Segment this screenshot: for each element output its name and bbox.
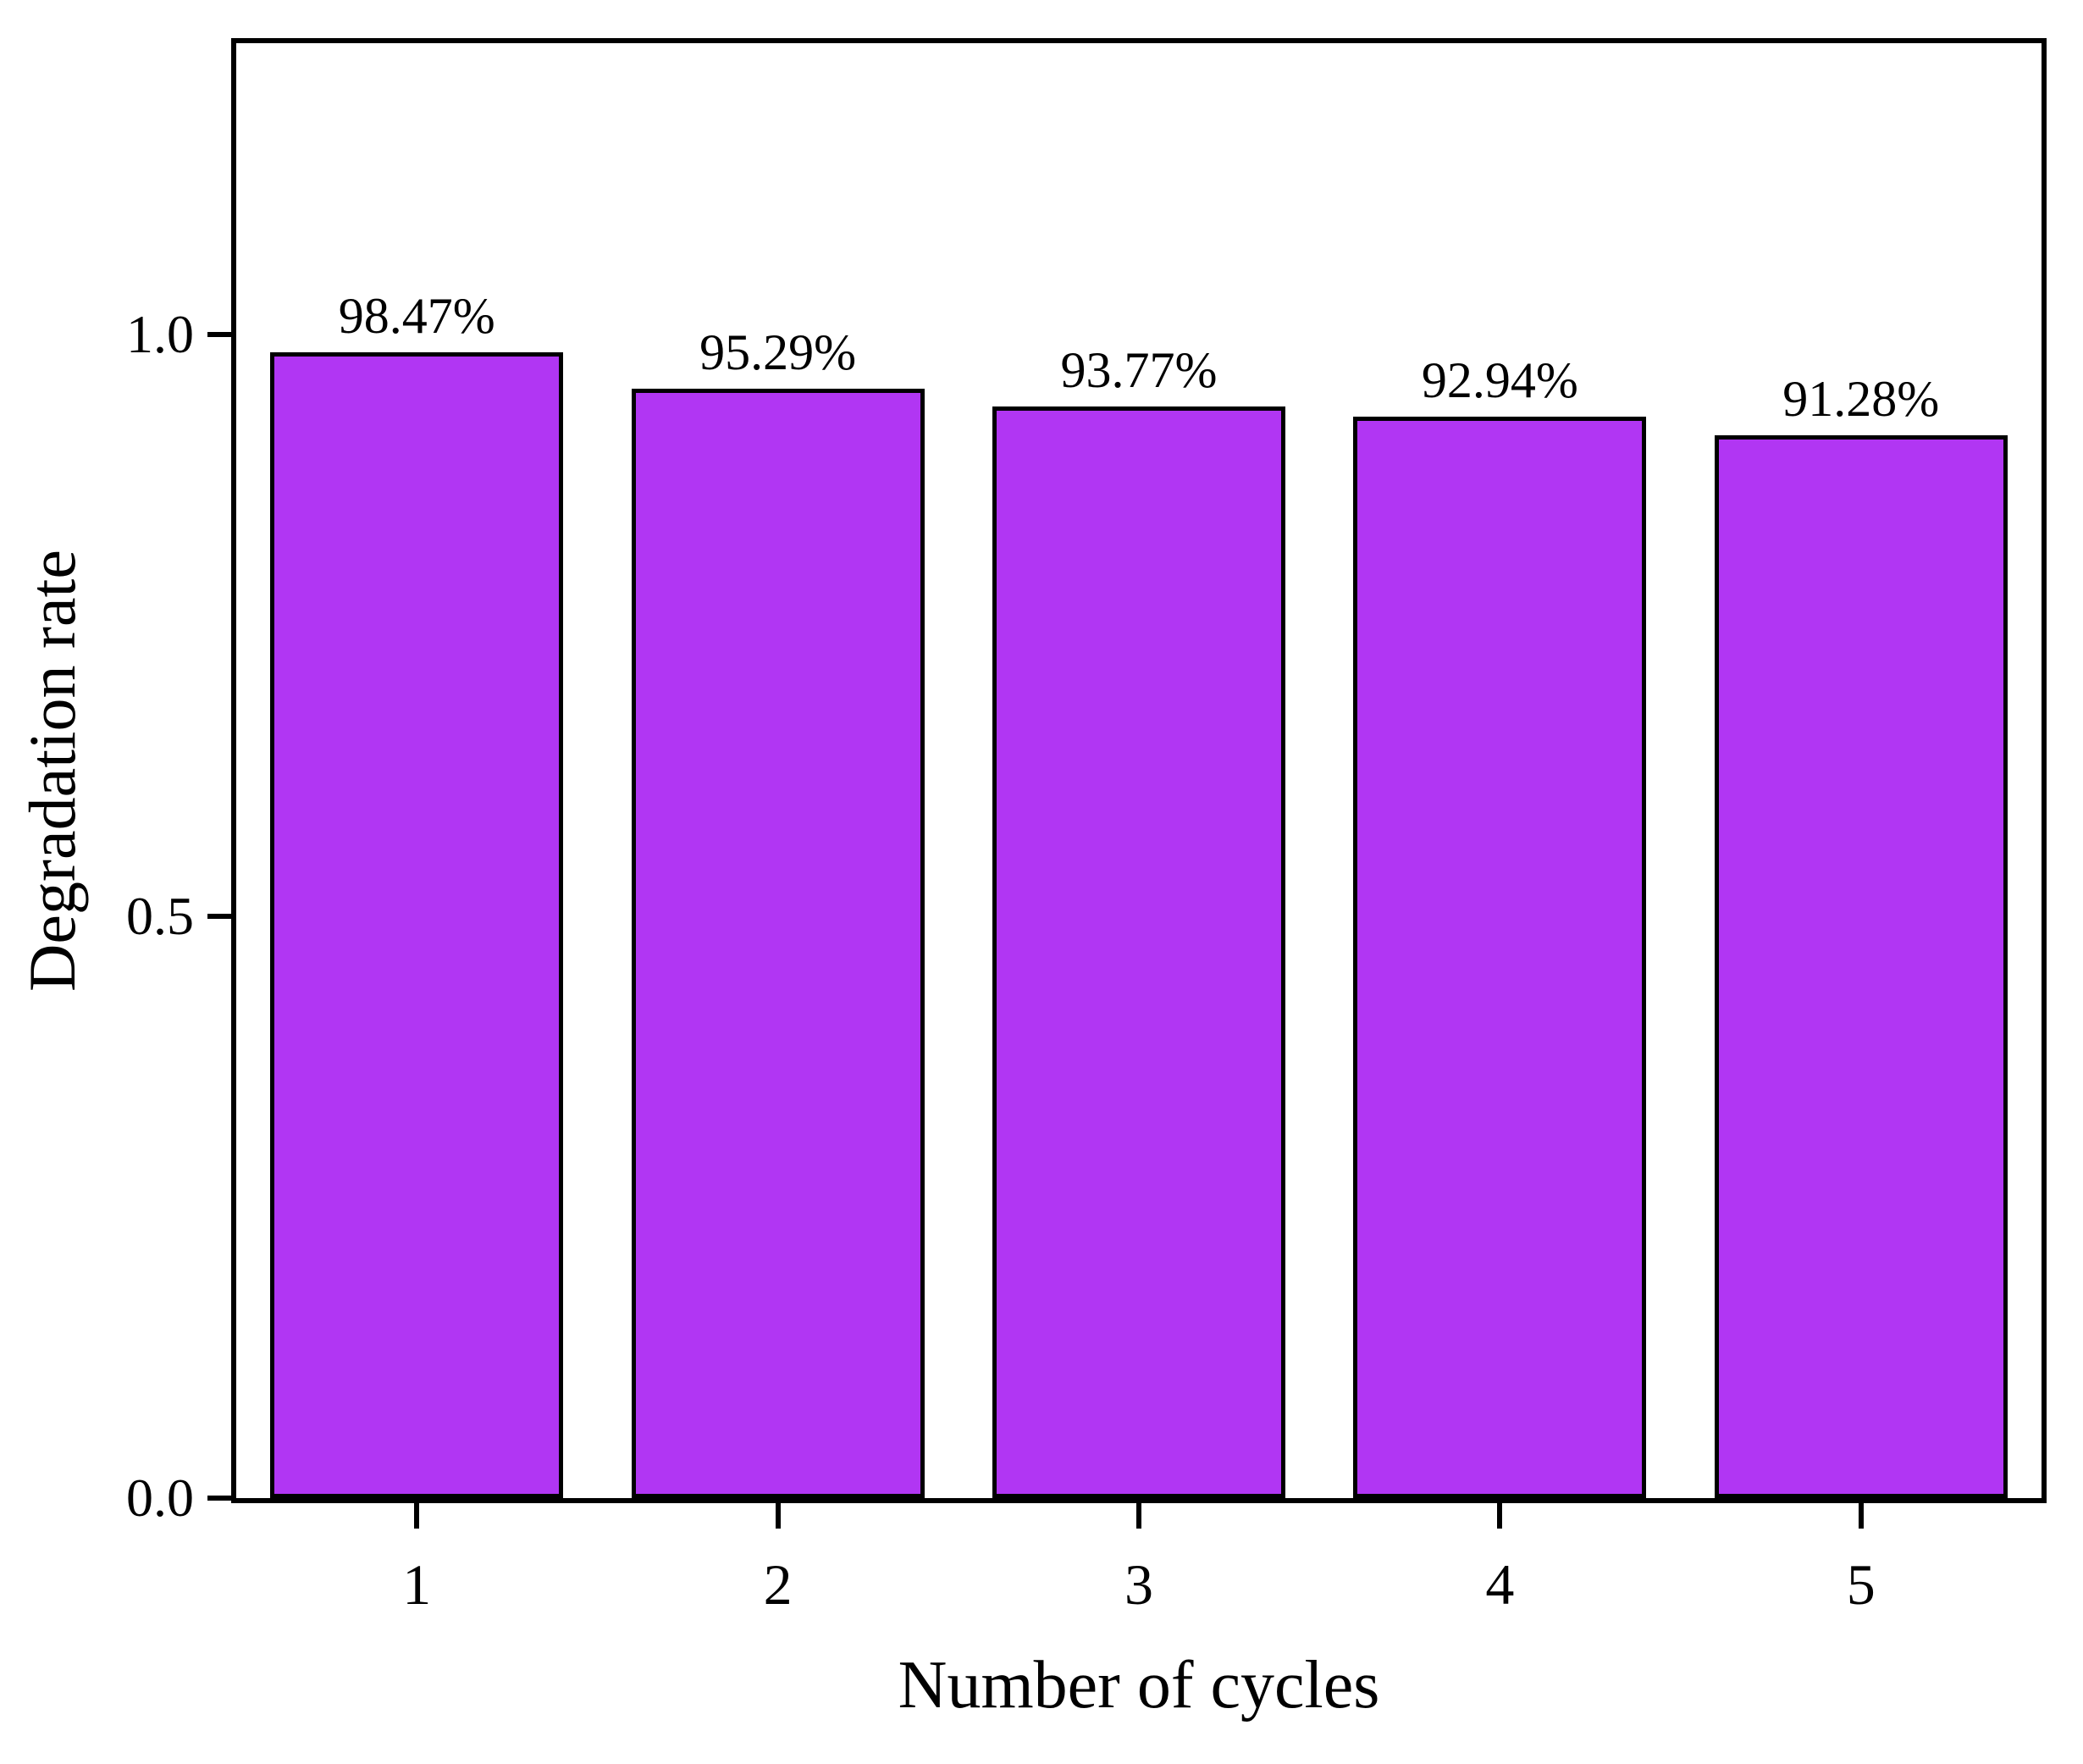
bar-value-label: 98.47% [338,287,495,344]
bar-cycle-5 [1714,435,2008,1498]
plot-area [231,38,2047,1503]
bar-value-label: 91.28% [1782,371,1940,428]
x-tick-mark [1136,1503,1141,1529]
bar-value-label: 95.29% [699,324,857,381]
x-tick-mark [414,1503,420,1529]
x-tick-label: 3 [1124,1552,1153,1617]
y-tick-label: 0.0 [126,1468,194,1528]
x-axis-title: Number of cycles [898,1648,1380,1723]
x-tick-label: 2 [763,1552,793,1617]
y-axis-title-text: Degradation rate [15,550,89,992]
x-tick-label: 5 [1846,1552,1876,1617]
y-tick-label: 1.0 [126,303,194,364]
bar-value-label: 93.77% [1060,342,1218,399]
y-tick-mark [207,913,231,919]
bar-cycle-4 [1353,416,1647,1498]
x-tick-mark [775,1503,781,1529]
bar-cycle-3 [992,406,1285,1498]
x-tick-mark [1497,1503,1503,1529]
x-tick-mark [1858,1503,1864,1529]
bar-cycle-2 [631,389,925,1498]
x-tick-label: 1 [402,1552,432,1617]
x-tick-label: 4 [1485,1552,1515,1617]
y-tick-mark [207,1496,231,1501]
bar-cycle-1 [270,351,564,1498]
y-tick-label: 0.5 [126,885,194,946]
bar-value-label: 92.94% [1421,351,1578,408]
y-tick-mark [207,331,231,337]
